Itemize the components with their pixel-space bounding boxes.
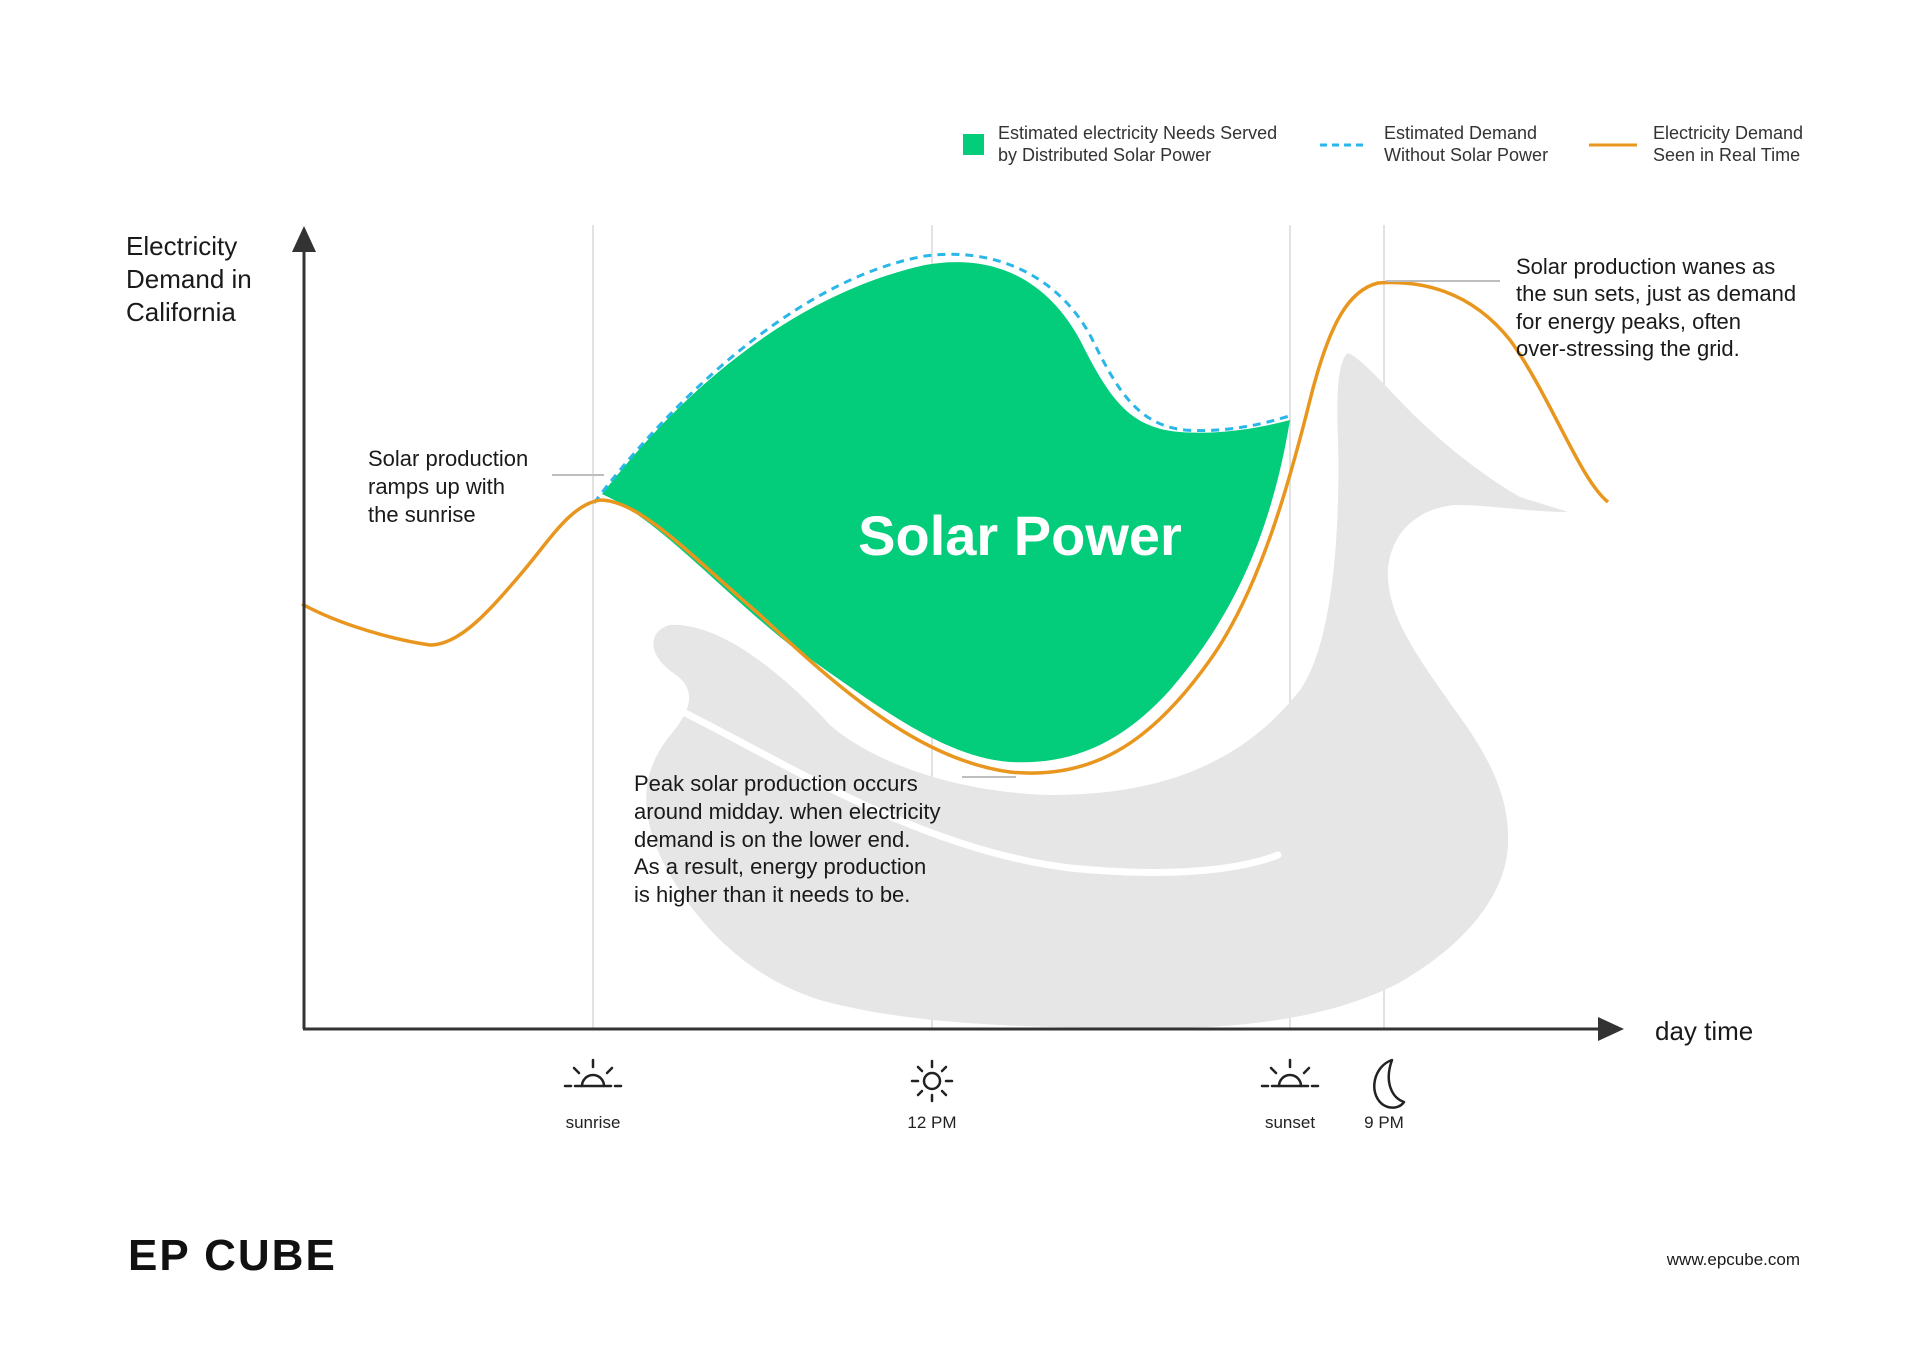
time-label-sunset: sunset — [1265, 1113, 1315, 1132]
sun-icon — [910, 1059, 954, 1103]
demand-without-solar-line — [592, 252, 1293, 504]
time-label-noon: 12 PM — [907, 1113, 956, 1132]
time-labels: sunrise 12 PM sunset 9 PM — [566, 1113, 1404, 1132]
brand-logo: EP CUBE — [128, 1231, 337, 1280]
x-axis-arrow — [1598, 1017, 1624, 1041]
annotation-midday: Peak solar production occurs around midd… — [634, 771, 947, 907]
y-axis-title: Electricity Demand in California — [126, 231, 259, 327]
legend-label-solar: Estimated electricity Needs Served by Di… — [998, 123, 1282, 165]
legend-label-without-solar: Estimated Demand Without Solar Power — [1384, 123, 1548, 165]
x-axis-title: day time — [1655, 1016, 1753, 1046]
sunrise-icon — [563, 1058, 623, 1088]
axes: Electricity Demand in California day tim… — [126, 226, 1753, 1046]
legend-swatch-solar — [963, 134, 984, 155]
time-label-sunrise: sunrise — [566, 1113, 621, 1132]
solar-power-label: Solar Power — [858, 504, 1182, 567]
annotation-sunset: Solar production wanes as the sun sets, … — [1516, 254, 1802, 361]
demand-real-time-line — [301, 280, 1610, 775]
website-url[interactable]: www.epcube.com — [1666, 1250, 1800, 1269]
duck-silhouette — [646, 353, 1568, 1028]
y-axis-arrow — [292, 226, 316, 252]
sunset-icon — [1260, 1058, 1320, 1088]
legend: Estimated electricity Needs Served by Di… — [963, 123, 1808, 165]
duck-wing-line — [679, 708, 1282, 876]
moon-icon — [1373, 1058, 1406, 1109]
duck-body — [646, 353, 1568, 1028]
legend-label-real-time: Electricity Demand Seen in Real Time — [1653, 123, 1808, 165]
solar-power-area — [602, 262, 1290, 763]
time-label-9pm: 9 PM — [1364, 1113, 1404, 1132]
annotation-sunrise: Solar production ramps up with the sunri… — [368, 446, 534, 527]
annotation-leaders — [552, 280, 1500, 778]
